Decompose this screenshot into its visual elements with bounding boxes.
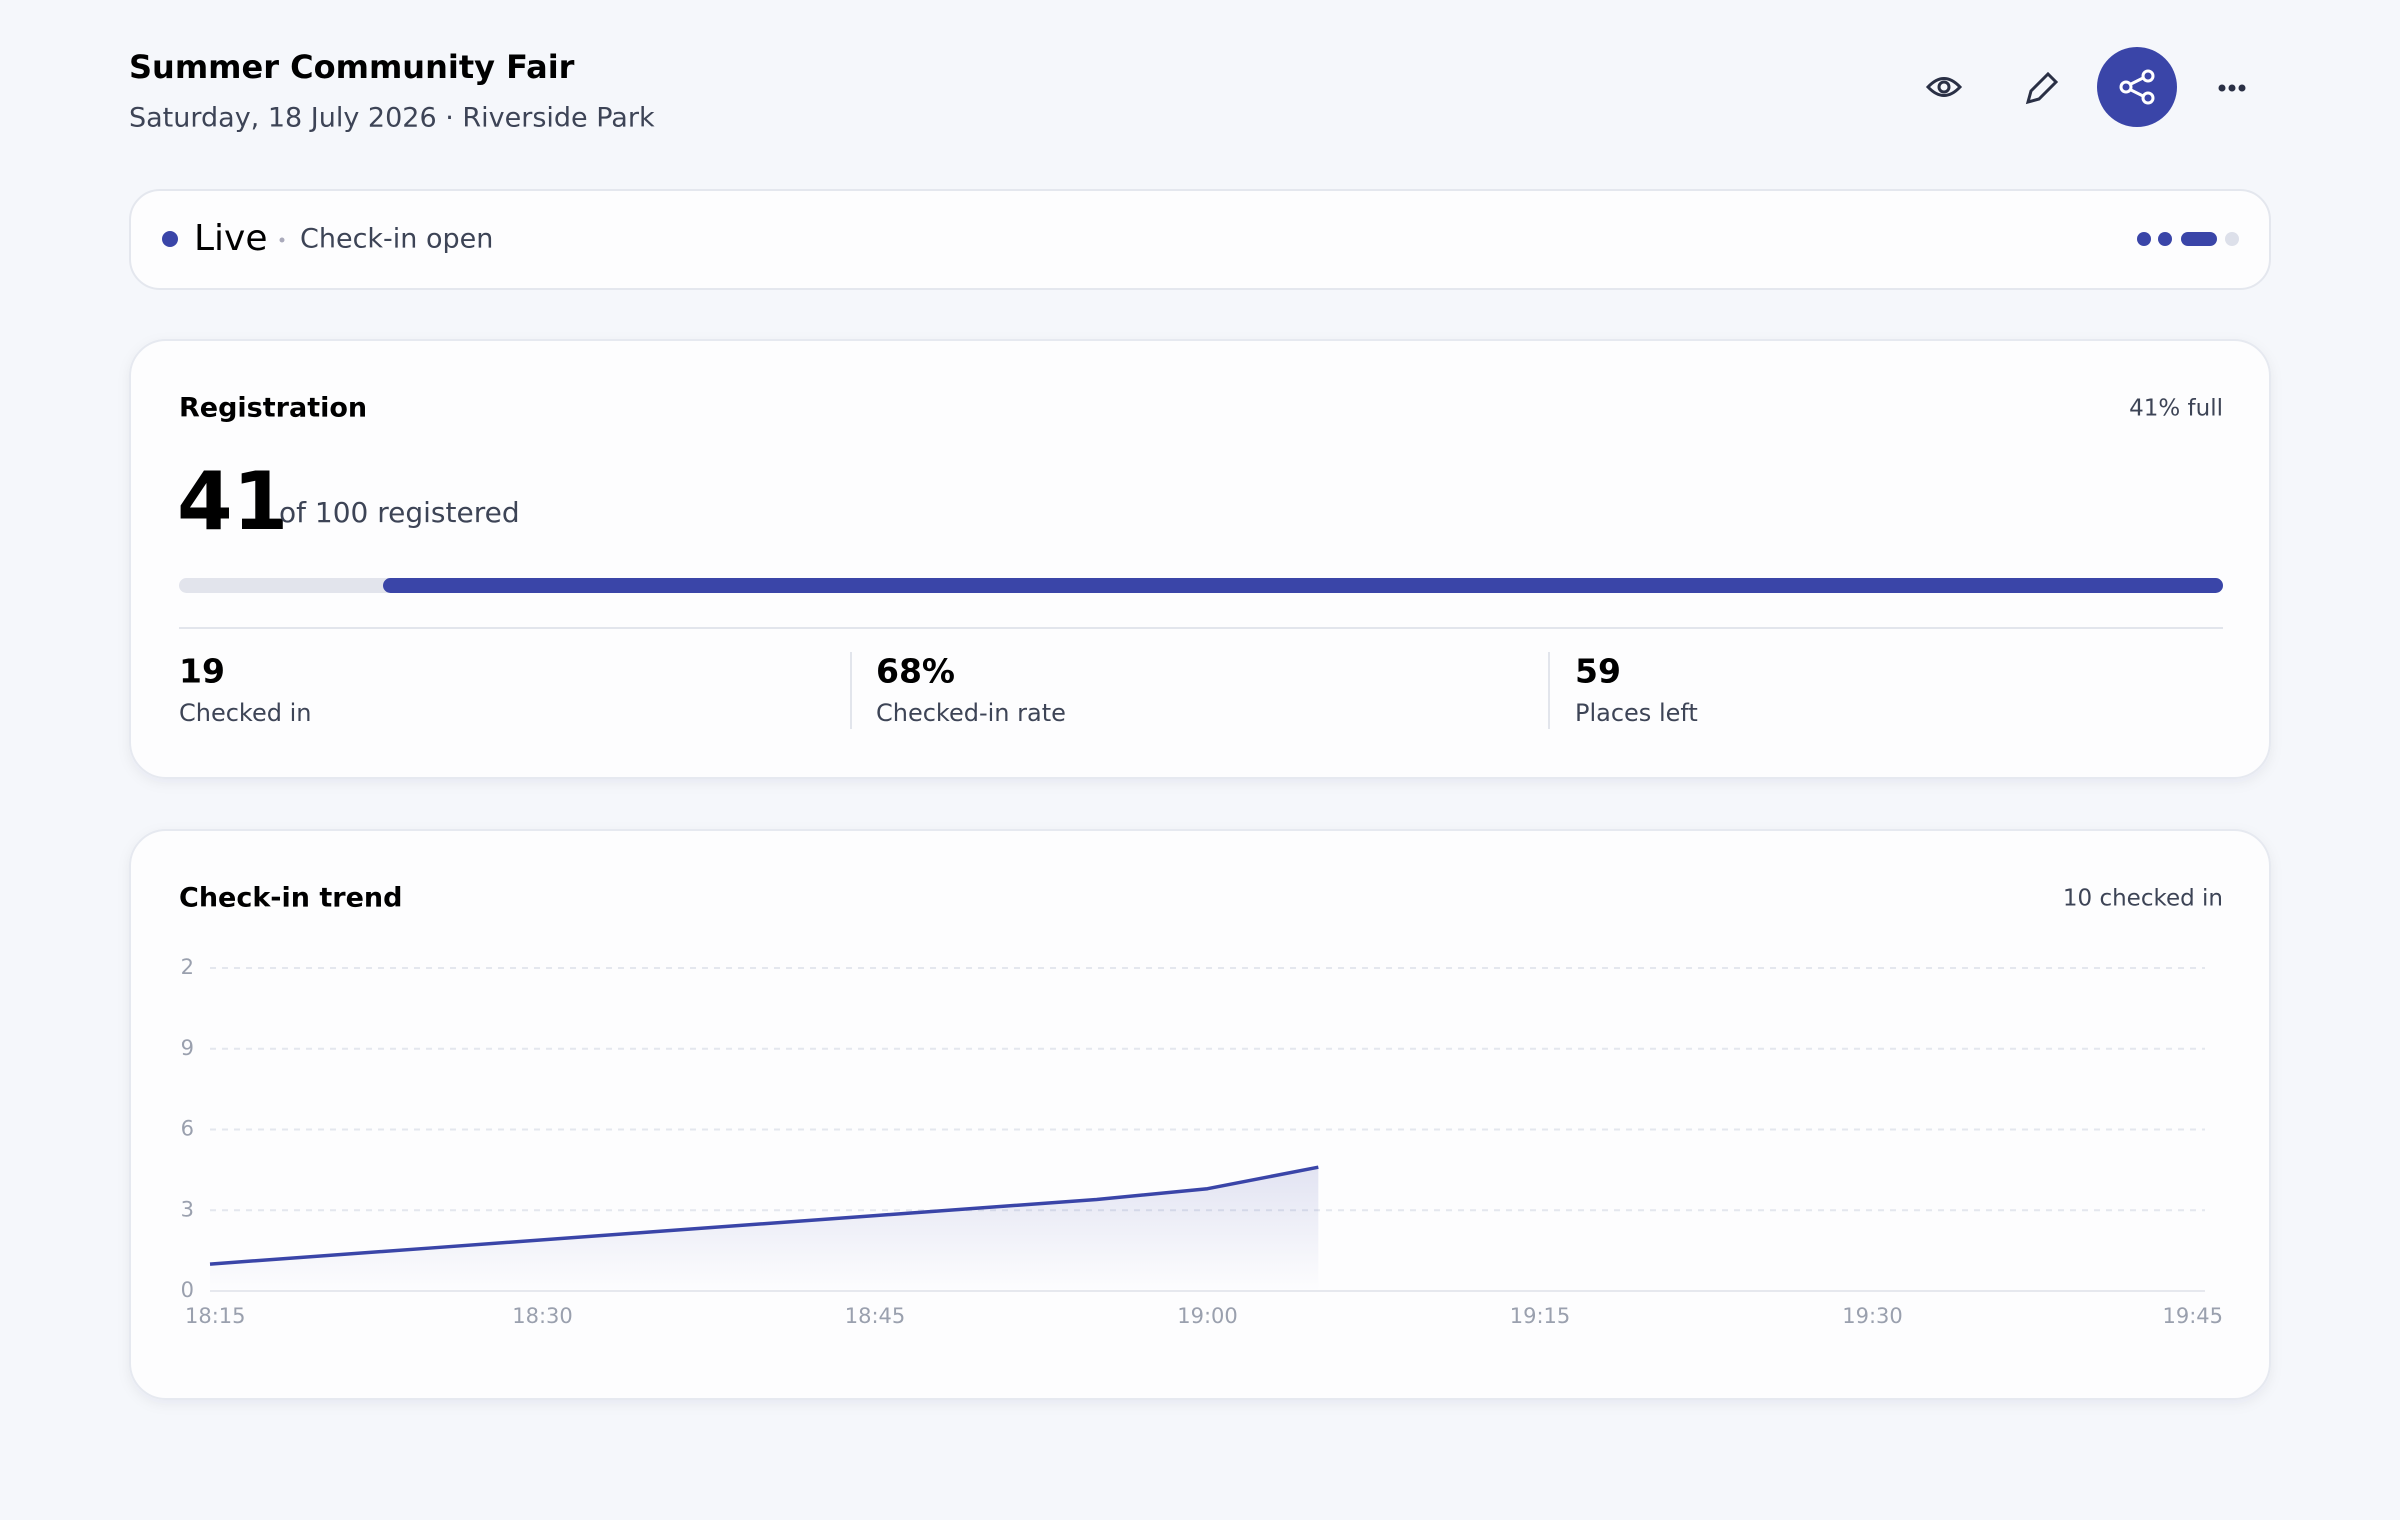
x-tick-label: 19:45 (2162, 1304, 2223, 1328)
event-title: Summer Community Fair (129, 48, 575, 86)
status-card (129, 189, 2271, 290)
stat-value: 19 (179, 652, 225, 691)
y-tick-label: 0 (181, 1278, 194, 1302)
more-button[interactable] (2218, 84, 2246, 92)
separator (279, 237, 285, 243)
chart-annotation: 10 checked in (2063, 886, 2223, 912)
x-tick-label: 18:30 (512, 1304, 573, 1328)
progress-fill (383, 578, 2223, 593)
status-indicator (2137, 232, 2239, 246)
x-tick-label: 18:15 (185, 1304, 246, 1328)
registered-count: 41 (177, 455, 288, 548)
event-subtitle: Saturday, 18 July 2026 · Riverside Park (129, 103, 655, 134)
status-detail: Check-in open (300, 224, 493, 255)
y-tick-label: 6 (181, 1117, 194, 1141)
x-tick-label: 19:15 (1510, 1304, 1571, 1328)
card-title: Registration (179, 393, 367, 424)
share-button[interactable] (2097, 47, 2177, 127)
chart-title: Check-in trend (179, 883, 402, 914)
y-tick-label: 9 (181, 1036, 194, 1060)
registration-card (129, 339, 2271, 779)
trend-area (210, 1167, 1319, 1291)
stat-label: Checked-in rate (876, 699, 1066, 727)
status-label: Live (194, 218, 268, 259)
stat-label: Places left (1575, 699, 1698, 727)
x-tick-label: 19:30 (1842, 1304, 1903, 1328)
stat-value: 68% (876, 652, 955, 691)
y-tick-label: 3 (181, 1197, 194, 1221)
stat-value: 59 (1575, 652, 1621, 691)
x-tick-label: 18:45 (845, 1304, 906, 1328)
x-tick-label: 19:00 (1177, 1304, 1238, 1328)
fill-label: 41% full (2129, 396, 2223, 422)
y-tick-label: 2 (181, 955, 194, 979)
registered-detail: of 100 registered (279, 496, 520, 529)
view-button[interactable] (1925, 77, 1963, 97)
live-dot (162, 231, 178, 247)
trend-line (209, 1165, 1319, 1266)
stat-label: Checked in (179, 699, 311, 727)
edit-button[interactable] (2025, 71, 2059, 105)
